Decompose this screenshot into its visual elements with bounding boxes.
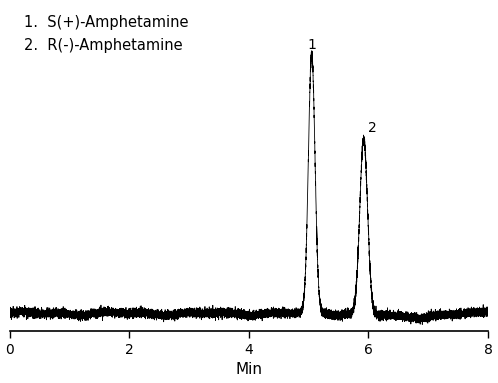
Text: 1.  S(+)-Amphetamine
2.  R(-)-Amphetamine: 1. S(+)-Amphetamine 2. R(-)-Amphetamine bbox=[24, 15, 189, 52]
Text: 2: 2 bbox=[369, 121, 377, 135]
Text: 1: 1 bbox=[307, 38, 316, 52]
X-axis label: Min: Min bbox=[236, 362, 262, 377]
